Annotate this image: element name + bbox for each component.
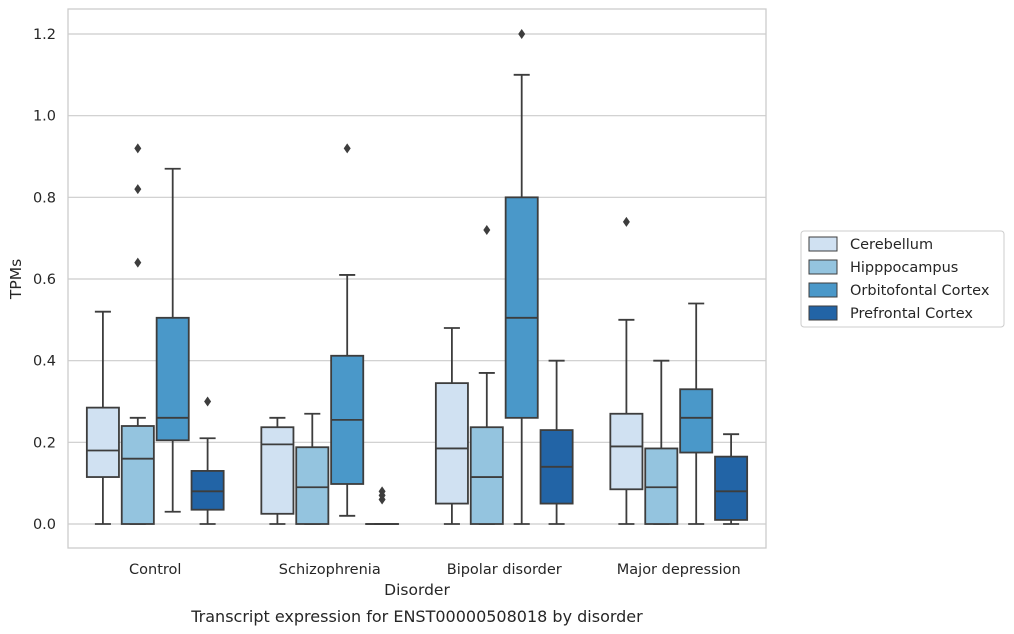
box	[120, 425, 155, 525]
y-axis-title: TPMs	[7, 259, 25, 300]
x-axis-title: Disorder	[384, 581, 450, 599]
y-tick-label: 0.4	[33, 354, 56, 370]
box	[434, 382, 469, 505]
box	[469, 426, 504, 525]
x-axis-ticks: Control Schizophrenia Bipolar disorder Majo…	[129, 562, 741, 578]
box	[295, 446, 330, 525]
legend-label: Prefrontal Cortex	[850, 306, 973, 322]
y-tick-label: 0.2	[33, 435, 56, 451]
plot-area-frame	[67, 8, 767, 549]
legend-swatch	[808, 236, 838, 252]
x-tick-label: Control	[129, 562, 181, 578]
y-tick-label: 0.6	[33, 272, 56, 288]
box	[504, 196, 539, 419]
box	[609, 412, 644, 491]
outlier-point	[134, 257, 142, 268]
box	[190, 470, 225, 511]
legend-swatch	[808, 282, 838, 298]
box-group	[609, 216, 644, 525]
box-group	[85, 310, 120, 525]
outlier-point	[134, 143, 142, 154]
box-group	[714, 433, 749, 525]
y-tick-label: 1.0	[33, 109, 56, 125]
box	[260, 426, 295, 515]
box-group	[539, 359, 574, 525]
box-group	[260, 416, 295, 525]
outlier-point	[204, 396, 212, 407]
x-tick-label: Schizophrenia	[279, 562, 381, 578]
box-group	[679, 302, 714, 525]
outlier-point	[134, 184, 142, 195]
box	[714, 455, 749, 521]
box-group	[120, 143, 155, 525]
y-tick-label: 0.8	[33, 190, 56, 206]
y-axis-ticks: 0.0 0.2 0.4 0.6 0.8 1.0 1.2	[33, 27, 56, 533]
legend: Cerebellum Hipppocampus Orbitofontal Corte…	[800, 230, 1005, 328]
boxes	[85, 29, 749, 525]
box-group	[469, 225, 504, 525]
legend-swatch	[808, 259, 838, 275]
y-tick-label: 1.2	[33, 27, 56, 43]
figure-caption: Transcript expression for ENST0000050801…	[190, 607, 643, 626]
box	[644, 447, 679, 525]
outlier-point	[378, 486, 386, 497]
box-group	[155, 167, 190, 513]
box	[155, 316, 190, 442]
box-group	[365, 486, 400, 525]
x-tick-label: Bipolar disorder	[447, 562, 562, 578]
box-group	[434, 327, 469, 525]
y-tick-label: 0.0	[33, 517, 56, 533]
x-tick-label: Major depression	[617, 562, 741, 578]
box	[679, 388, 714, 454]
outlier-point	[622, 216, 630, 227]
legend-label: Hipppocampus	[850, 260, 958, 276]
legend-swatch	[808, 305, 838, 321]
outlier-point	[518, 29, 526, 39]
box-group	[504, 29, 539, 525]
legend-frame	[800, 230, 1005, 328]
box-group	[330, 143, 365, 517]
box-group	[644, 359, 679, 525]
legend-label: Orbitofontal Cortex	[850, 283, 990, 299]
outlier-point	[343, 143, 351, 154]
outlier-point	[483, 225, 491, 235]
box	[85, 406, 120, 478]
box-group	[190, 396, 225, 525]
box-group	[295, 412, 330, 525]
legend-label: Cerebellum	[850, 237, 933, 253]
